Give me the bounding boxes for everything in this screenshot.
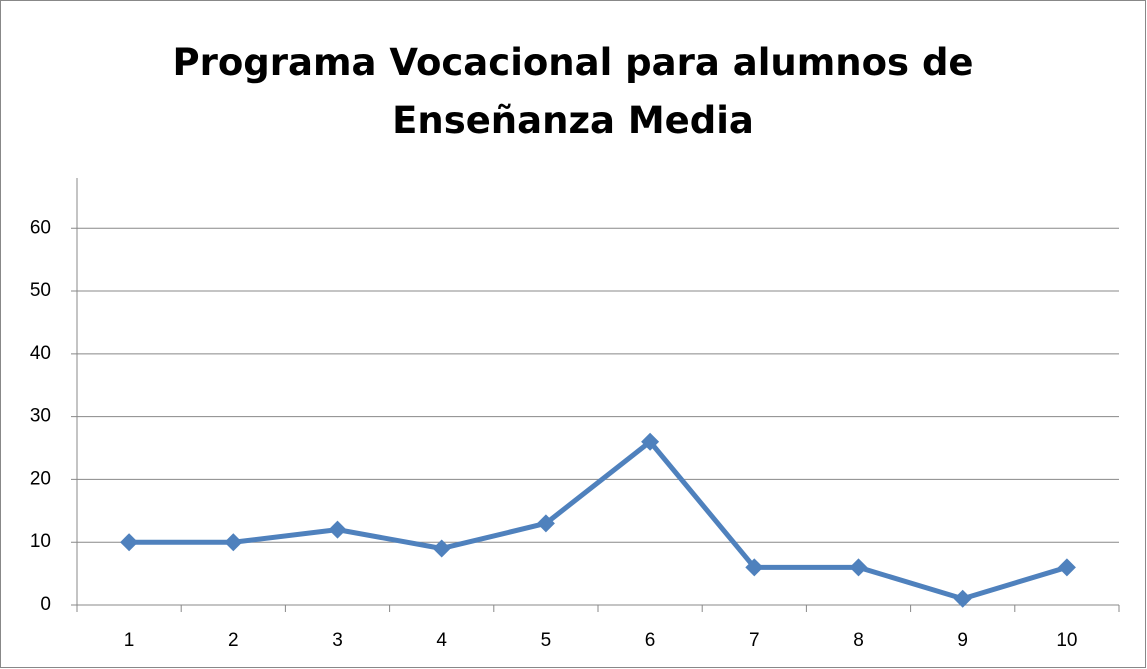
x-tick-label: 5 xyxy=(541,630,552,651)
y-tick-label: 0 xyxy=(40,594,51,615)
data-point xyxy=(328,520,347,539)
y-tick-label: 10 xyxy=(30,531,51,552)
data-point xyxy=(536,514,555,533)
data-point xyxy=(953,589,972,608)
data-point xyxy=(745,558,764,577)
data-point xyxy=(432,539,451,558)
y-tick-label: 20 xyxy=(30,468,51,489)
y-tick-label: 50 xyxy=(30,280,51,301)
series-line xyxy=(129,439,1068,602)
x-tick-label: 6 xyxy=(645,630,656,651)
data-point xyxy=(224,533,243,552)
y-tick-label: 40 xyxy=(30,343,51,364)
x-tick-label: 4 xyxy=(436,630,447,651)
x-tick-label: 1 xyxy=(124,630,135,651)
data-point xyxy=(1057,558,1076,577)
x-tick-label: 7 xyxy=(749,630,760,651)
x-tick-label: 8 xyxy=(853,630,864,651)
chart-title: Programa Vocacional para alumnos de Ense… xyxy=(172,41,974,142)
x-tick-label: 10 xyxy=(1056,630,1077,651)
y-tick-label: 60 xyxy=(30,217,51,238)
y-tick-label: 30 xyxy=(30,406,51,427)
x-tick-label: 9 xyxy=(957,630,968,651)
data-point xyxy=(849,558,868,577)
data-point xyxy=(120,533,139,552)
x-tick-label: 2 xyxy=(228,630,239,651)
x-tick-label: 3 xyxy=(332,630,343,651)
data-point xyxy=(641,432,660,451)
